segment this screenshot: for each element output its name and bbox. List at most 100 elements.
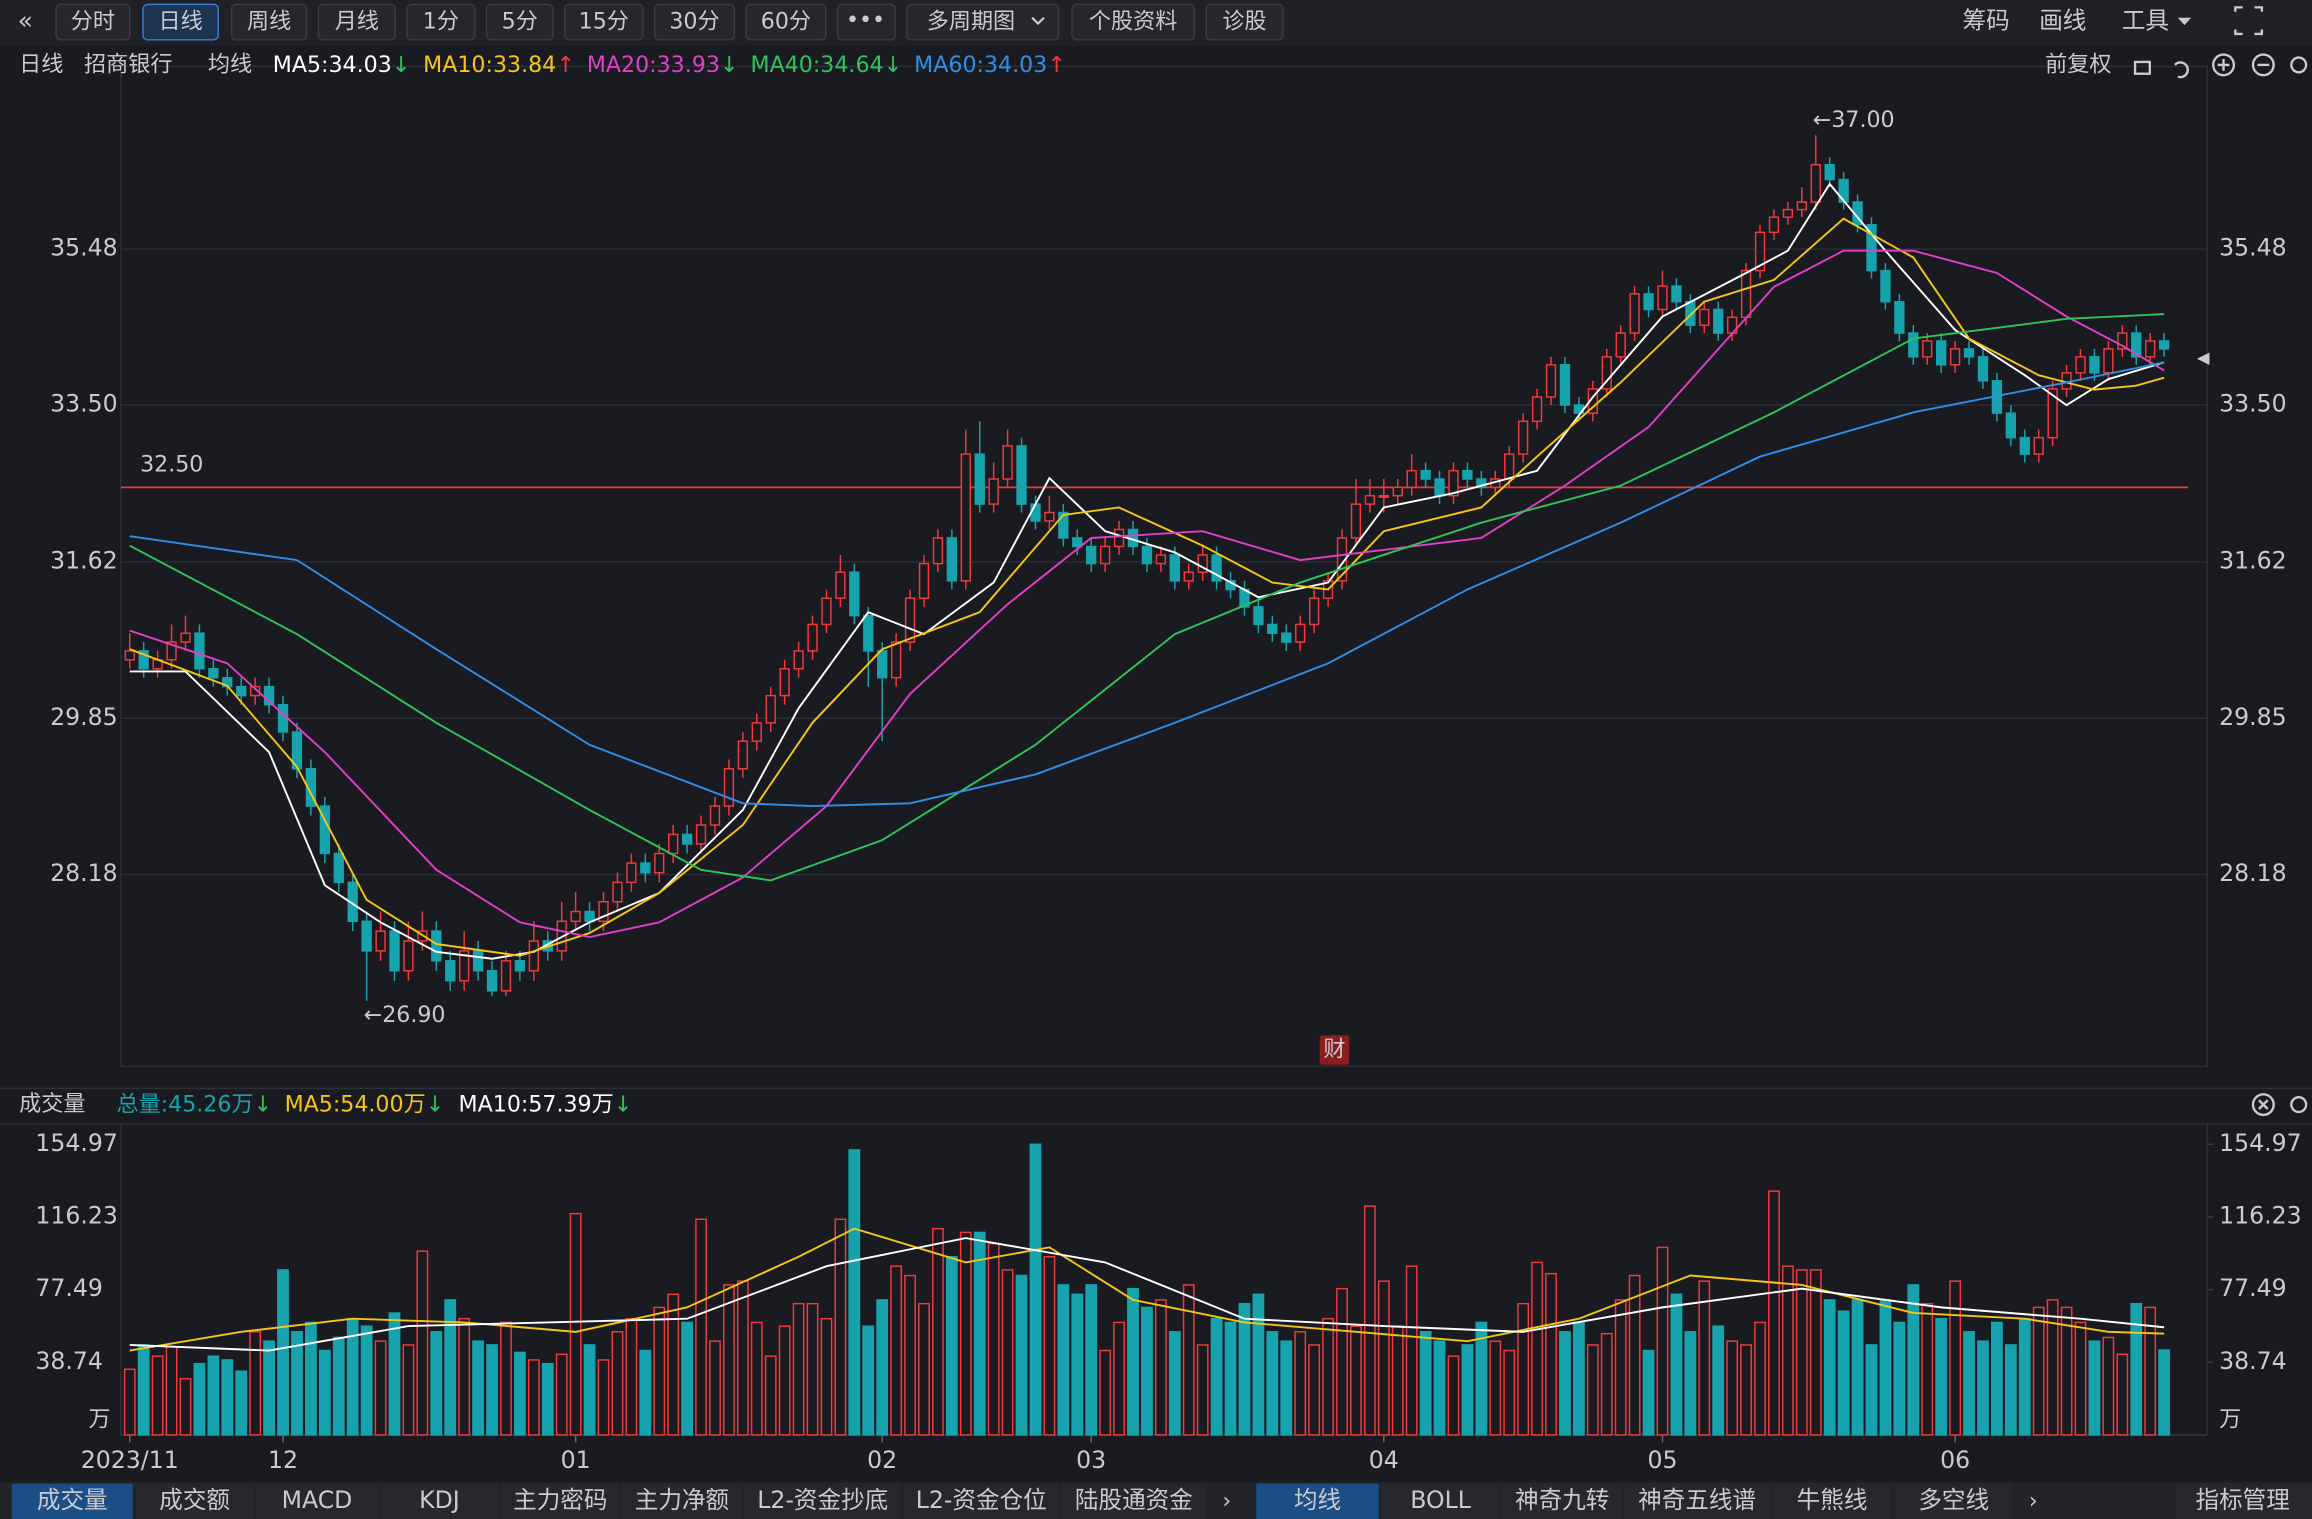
x-tick-label: 2023/11 xyxy=(81,1446,179,1474)
toolbar-label[interactable]: 周线 xyxy=(247,9,291,35)
settings-icon[interactable] xyxy=(2290,1096,2308,1114)
toolbar-label[interactable]: 月线 xyxy=(335,9,379,35)
volume-bar xyxy=(221,1359,234,1436)
volume-bar xyxy=(1600,1332,1613,1436)
toolbar-button[interactable] xyxy=(406,3,476,41)
toolbar-button[interactable] xyxy=(563,3,644,41)
more-icon[interactable]: ••• xyxy=(846,7,885,33)
toolbar-label[interactable]: 30分 xyxy=(669,9,719,35)
tab-scroll[interactable]: › xyxy=(2029,1488,2038,1514)
tab-label[interactable]: 神奇九转 xyxy=(1515,1486,1609,1514)
candle-body xyxy=(877,650,888,679)
candle-body xyxy=(779,667,790,697)
tab-label[interactable]: BOLL xyxy=(1410,1486,1471,1514)
zoom-out-icon[interactable] xyxy=(2251,53,2275,77)
toolbar-button[interactable] xyxy=(142,3,219,41)
toolbar-button[interactable] xyxy=(317,3,396,41)
y-tick-label: 35.48 xyxy=(2219,234,2286,262)
adjust[interactable]: 前复权 xyxy=(2045,51,2111,77)
toolbar-button[interactable] xyxy=(1071,3,1196,41)
toolbar-label[interactable]: 5分 xyxy=(502,9,538,35)
tab[interactable] xyxy=(1256,1483,1379,1519)
toolbar-label[interactable]: 个股资料 xyxy=(1089,9,1177,35)
tab-label[interactable]: MACD xyxy=(282,1486,353,1514)
back-icon[interactable]: « xyxy=(18,6,33,35)
tab[interactable] xyxy=(1061,1483,1207,1519)
tab[interactable] xyxy=(903,1483,1059,1519)
volume-bar xyxy=(514,1351,526,1436)
x-tick-label: 06 xyxy=(1940,1446,1970,1474)
tab[interactable] xyxy=(744,1483,901,1519)
candle-body xyxy=(1113,528,1125,548)
volume-bar xyxy=(820,1317,833,1436)
tab[interactable] xyxy=(135,1483,254,1519)
undo-icon[interactable] xyxy=(2173,61,2189,79)
volume-bar xyxy=(1280,1340,1293,1436)
tab-label[interactable]: 多空线 xyxy=(1918,1486,1989,1514)
tab-label[interactable]: 陆股通资金 xyxy=(1075,1486,1193,1514)
volume-bar xyxy=(123,1368,136,1436)
tab[interactable] xyxy=(11,1483,133,1519)
tab-label[interactable]: 主力密码 xyxy=(513,1486,607,1514)
toolbar-label[interactable]: 分时 xyxy=(71,9,115,35)
volume-bar xyxy=(918,1302,930,1436)
fullscreen-icon[interactable] xyxy=(2234,6,2264,36)
legend-entry: 总量:45.26万↓ xyxy=(116,1091,272,1117)
toolbar-button[interactable] xyxy=(1205,3,1284,41)
toolbar-button[interactable] xyxy=(485,3,554,41)
toolbar-label[interactable]: 画线 xyxy=(2039,7,2086,35)
tab[interactable] xyxy=(501,1483,620,1519)
vol-ma-line xyxy=(129,1237,2165,1352)
candle-body xyxy=(1350,503,1362,539)
tab-label[interactable]: L2-资金仓位 xyxy=(916,1486,1047,1514)
close-icon[interactable] xyxy=(2251,1093,2275,1117)
candle-body xyxy=(612,881,623,903)
tab-label[interactable]: 神奇五线谱 xyxy=(1638,1486,1756,1514)
tab-label[interactable]: 指标管理 xyxy=(2196,1486,2290,1514)
toolbar-button[interactable] xyxy=(230,3,308,41)
badge[interactable]: 财 xyxy=(1323,1037,1345,1063)
toolbar-label[interactable]: 日线 xyxy=(159,9,203,35)
tab[interactable] xyxy=(1502,1483,1622,1519)
toolbar-button[interactable] xyxy=(653,3,736,41)
tab-label[interactable]: 牛熊线 xyxy=(1797,1486,1868,1514)
tab-label[interactable]: KDJ xyxy=(419,1486,460,1514)
tab[interactable] xyxy=(2174,1483,2312,1519)
toolbar-label[interactable]: 诊股 xyxy=(1222,9,1266,35)
tab-label[interactable]: 成交额 xyxy=(159,1486,230,1514)
tab[interactable] xyxy=(1772,1483,1892,1519)
zoom-in-icon[interactable] xyxy=(2212,53,2236,77)
volume-bar xyxy=(1350,1325,1362,1436)
tab[interactable] xyxy=(1624,1483,1770,1519)
tab-label[interactable]: 成交量 xyxy=(37,1486,108,1514)
candle-body xyxy=(1364,494,1376,505)
tab[interactable] xyxy=(622,1483,742,1519)
tab-scroll[interactable]: › xyxy=(1222,1488,1231,1514)
volume-bar xyxy=(1531,1261,1543,1436)
settings-icon[interactable] xyxy=(2290,56,2308,74)
candle-body xyxy=(765,694,776,724)
toolbar-label[interactable]: 60分 xyxy=(761,9,811,35)
tab[interactable] xyxy=(380,1483,499,1519)
volume-bar xyxy=(959,1231,972,1436)
candle-body xyxy=(514,960,526,972)
tab[interactable] xyxy=(256,1483,378,1519)
toolbar-label[interactable]: 15分 xyxy=(579,9,629,35)
volume-bar xyxy=(904,1274,916,1436)
tab[interactable] xyxy=(1381,1483,1500,1519)
toolbar-button[interactable] xyxy=(745,3,827,41)
toolbar-label[interactable]: 1分 xyxy=(423,9,459,35)
tab-label[interactable]: L2-资金抄底 xyxy=(757,1486,888,1514)
lock-icon[interactable] xyxy=(2133,60,2151,75)
toolbar-button[interactable] xyxy=(906,3,1060,41)
tab-label[interactable]: 主力净额 xyxy=(635,1486,729,1514)
toolbar-button[interactable] xyxy=(836,3,896,41)
candle-body xyxy=(988,478,999,505)
toolbar-label[interactable]: 工具 xyxy=(2122,7,2169,35)
toolbar-button[interactable] xyxy=(55,3,131,41)
tab-label[interactable]: 均线 xyxy=(1294,1486,1341,1514)
tab[interactable] xyxy=(1894,1483,2013,1519)
toolbar-label[interactable]: 多周期图 xyxy=(927,9,1015,35)
toolbar-label[interactable]: 筹码 xyxy=(1963,7,2010,35)
volume-bar xyxy=(1684,1331,1697,1436)
